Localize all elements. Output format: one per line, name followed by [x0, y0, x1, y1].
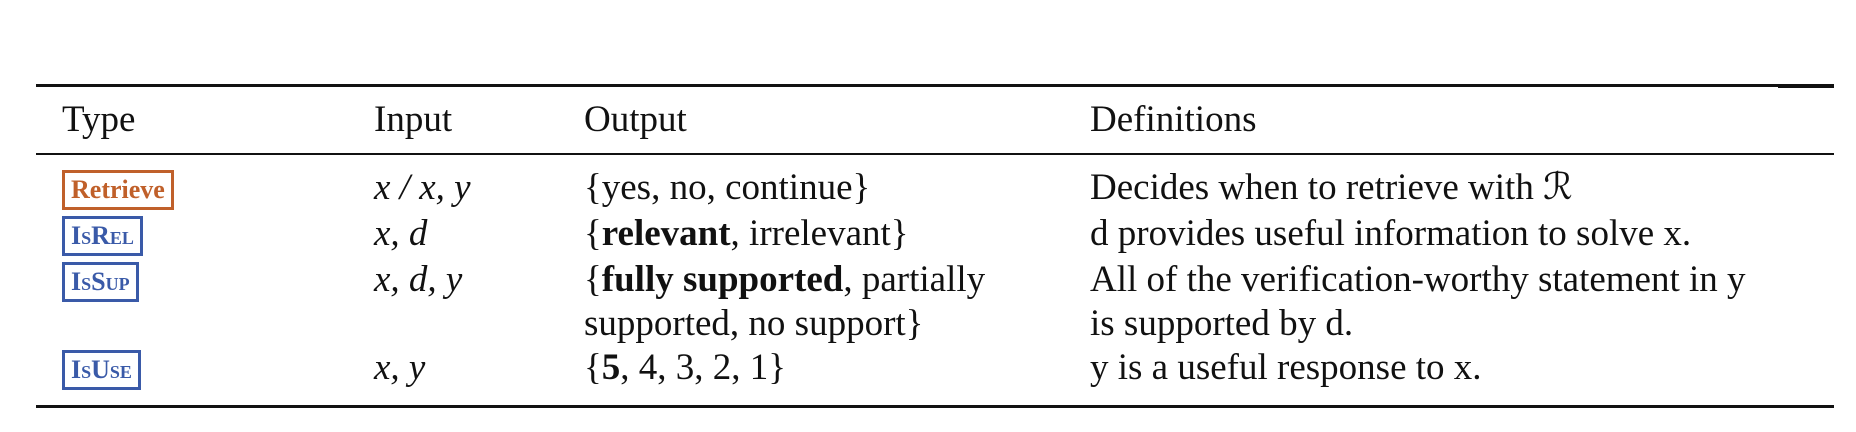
header-definitions: Definitions — [1090, 99, 1257, 140]
header-rule — [36, 153, 1834, 155]
row-issup-output: {fully supported, partially — [584, 259, 986, 300]
header-output: Output — [584, 99, 687, 140]
issup-token: IsSup — [62, 262, 139, 302]
row-isuse-definition: y is a useful response to x. — [1090, 347, 1482, 388]
bottom-rule — [36, 405, 1834, 408]
row-isrel-definition: d provides useful information to solve x… — [1090, 213, 1692, 254]
row-issup-output-bold: fully supported — [601, 259, 844, 300]
row-retrieve-definition: Decides when to retrieve with ℛ — [1090, 167, 1573, 208]
top-rule-extension — [1778, 84, 1834, 88]
isrel-token: IsRel — [62, 216, 143, 256]
row-retrieve-output: {yes, no, continue} — [584, 167, 871, 208]
header-input: Input — [374, 99, 453, 140]
header-type: Type — [62, 99, 136, 140]
row-isrel-output-bold: relevant — [601, 213, 731, 254]
row-issup-output-line2: supported, no support} — [584, 303, 924, 344]
row-isrel-output: {relevant, irrelevant} — [584, 213, 909, 254]
retrieve-token: Retrieve — [62, 170, 174, 210]
row-isuse-input: x, y — [374, 347, 426, 388]
top-rule — [36, 84, 1834, 87]
row-retrieve-input: x / x, y — [374, 167, 471, 208]
row-issup-definition: All of the verification-worthy statement… — [1090, 259, 1746, 300]
row-isuse-output: {5, 4, 3, 2, 1} — [584, 347, 787, 388]
row-issup-definition-line2: is supported by d. — [1090, 303, 1354, 344]
row-isuse-output-rest: , 4, 3, 2, 1} — [620, 347, 787, 388]
isuse-token: IsUse — [62, 350, 141, 390]
row-isrel-output-rest: , irrelevant} — [730, 213, 909, 254]
row-issup-input: x, d, y — [374, 259, 463, 300]
row-isrel-input: x, d — [374, 213, 428, 254]
row-issup-output-rest: , partially — [843, 259, 986, 300]
row-isuse-output-bold: 5 — [601, 347, 621, 388]
